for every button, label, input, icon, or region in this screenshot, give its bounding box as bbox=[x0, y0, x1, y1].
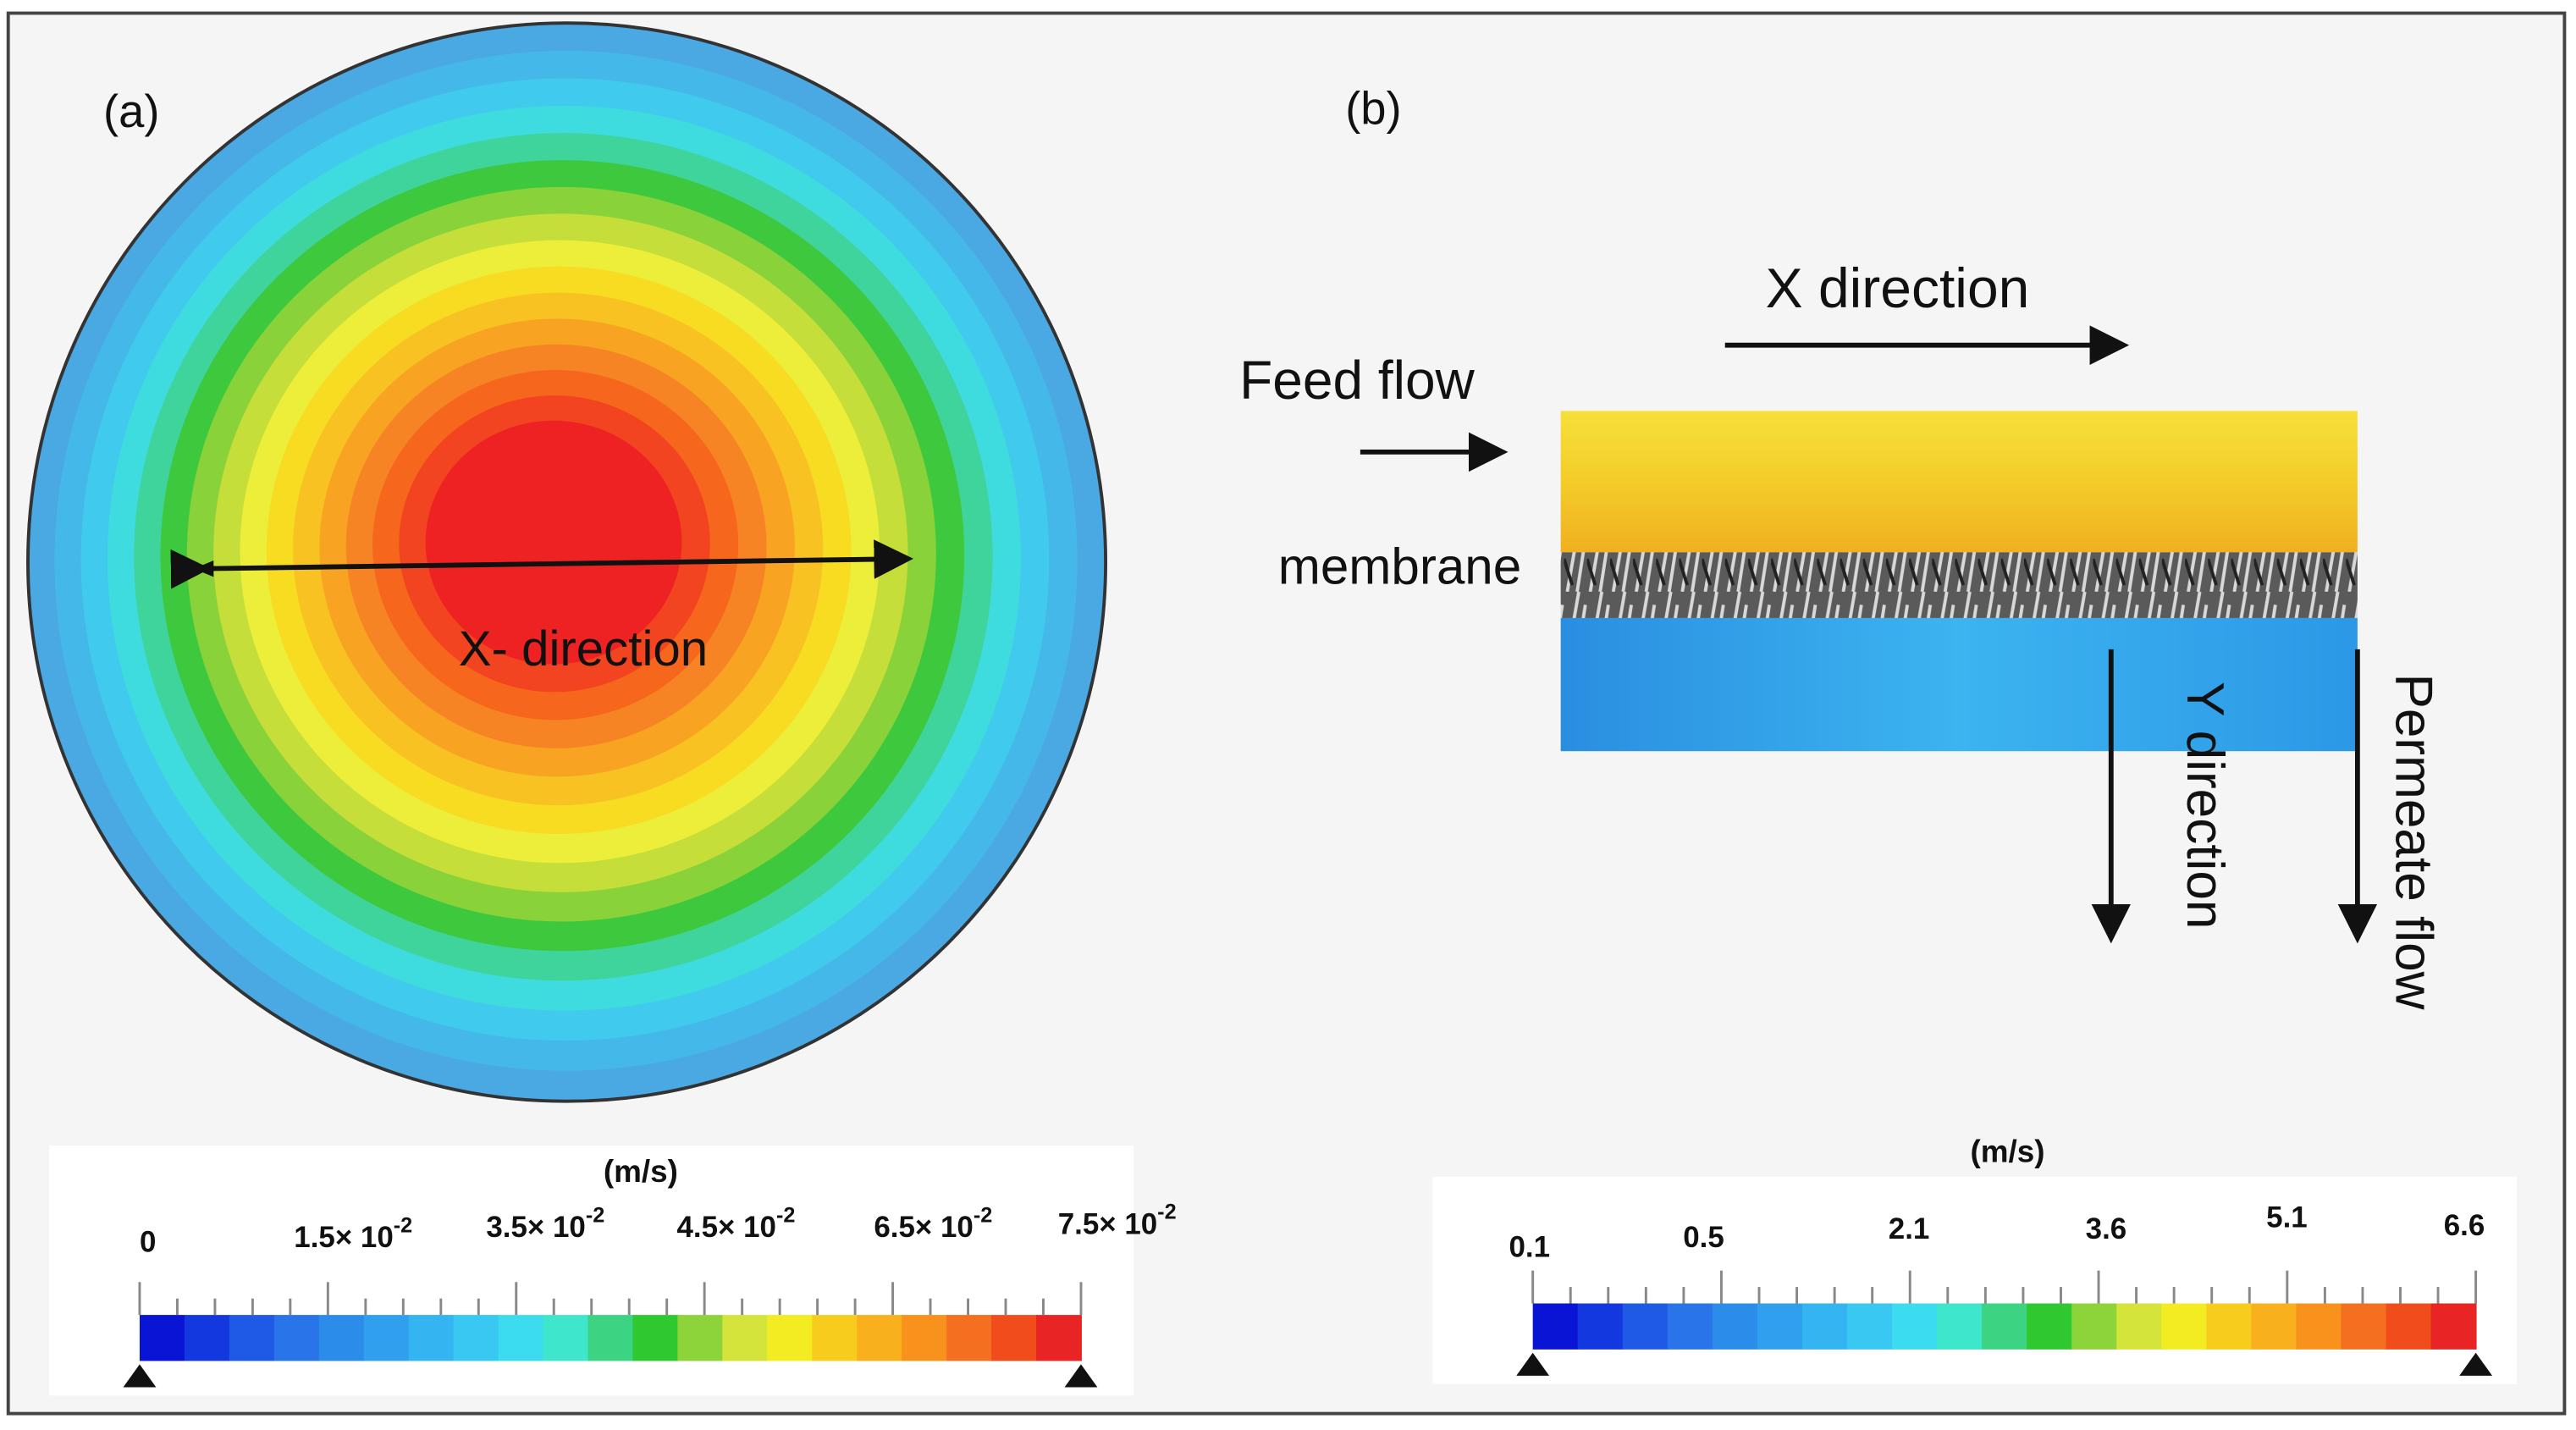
permeate-channel bbox=[1560, 617, 2358, 752]
colorbar-tick-label: 3.5× 10-2 bbox=[486, 1203, 604, 1244]
color-swatch bbox=[1801, 1303, 1848, 1350]
tick-text: 3.5× 10 bbox=[486, 1211, 585, 1244]
color-swatch bbox=[363, 1315, 410, 1361]
color-swatch bbox=[273, 1315, 320, 1361]
tick-text: 2.1 bbox=[1889, 1212, 1930, 1245]
colorbar-tick-label: 6.6 bbox=[2444, 1209, 2485, 1242]
arrow-head bbox=[194, 560, 214, 577]
colorbar-tick-label: 7.5× 10-2 bbox=[1058, 1200, 1177, 1240]
colorbar-unit: (m/s) bbox=[604, 1154, 678, 1189]
color-swatch bbox=[1667, 1303, 1713, 1350]
feed-flow: Feed flow bbox=[1239, 350, 1475, 411]
tick-exponent: -2 bbox=[1157, 1200, 1176, 1223]
colorbar-tick-label: 0 bbox=[140, 1226, 156, 1259]
color-swatch bbox=[991, 1315, 1037, 1361]
color-swatch bbox=[857, 1315, 903, 1361]
color-swatch bbox=[1712, 1303, 1758, 1350]
colorbar-tick-label: 0.5 bbox=[1683, 1221, 1724, 1254]
color-swatch bbox=[2296, 1303, 2342, 1350]
slider-handle bbox=[1516, 1352, 1550, 1376]
color-swatch bbox=[946, 1315, 993, 1361]
color-swatch bbox=[902, 1315, 948, 1361]
slider-handle bbox=[123, 1364, 157, 1388]
color-swatch bbox=[2386, 1303, 2432, 1350]
y-direction: Y direction bbox=[2176, 682, 2234, 929]
color-swatch bbox=[1036, 1315, 1082, 1361]
membrane-label: membrane bbox=[1278, 538, 1521, 595]
color-swatch bbox=[2251, 1303, 2297, 1350]
tick-text: 3.6 bbox=[2086, 1212, 2127, 1245]
color-swatch bbox=[587, 1315, 634, 1361]
color-swatch bbox=[1982, 1303, 2028, 1350]
colorbars: 0 1.5× 10-2 3.5× 10-2 4.5× 10-2 6.5× 10-2 7.5… bbox=[123, 1200, 2493, 1388]
tick-text: 0.5 bbox=[1683, 1221, 1724, 1254]
tick-exponent: -2 bbox=[776, 1203, 795, 1227]
color-swatch bbox=[184, 1315, 230, 1361]
color-swatch bbox=[1846, 1303, 1893, 1350]
color-swatch bbox=[543, 1315, 589, 1361]
color-swatch bbox=[2430, 1303, 2477, 1350]
color-swatch bbox=[408, 1315, 455, 1361]
colorbar-tick-label: 1.5× 10-2 bbox=[294, 1213, 412, 1254]
color-swatch bbox=[2206, 1303, 2253, 1350]
tick-text: 1.5× 10 bbox=[294, 1221, 393, 1254]
x-arrow bbox=[170, 539, 914, 589]
permeate-flow: Permeate flow bbox=[2385, 673, 2443, 1009]
color-swatch bbox=[1937, 1303, 1983, 1350]
slider-handle bbox=[1064, 1364, 1098, 1388]
colorbar-unit: (m/s) bbox=[1970, 1135, 2044, 1169]
tick-text: 7.5× 10 bbox=[1058, 1207, 1157, 1240]
color-swatch bbox=[677, 1315, 724, 1361]
colorbar-tick-label: 2.1 bbox=[1889, 1212, 1930, 1245]
tick-text: 6.5× 10 bbox=[874, 1211, 973, 1244]
color-swatch bbox=[632, 1315, 679, 1361]
color-swatch bbox=[318, 1315, 365, 1361]
color-swatch bbox=[2116, 1303, 2163, 1350]
color-swatch bbox=[1577, 1303, 1624, 1350]
color-swatch bbox=[2161, 1303, 2208, 1350]
color-swatch bbox=[229, 1315, 275, 1361]
membrane-layer bbox=[1560, 552, 2358, 618]
tick-text: 0 bbox=[140, 1226, 156, 1259]
color-swatch bbox=[1622, 1303, 1669, 1350]
tick-exponent: -2 bbox=[974, 1203, 992, 1227]
tick-exponent: -2 bbox=[394, 1213, 412, 1237]
panel-label: (a) bbox=[103, 86, 159, 137]
panel-label: (b) bbox=[1345, 82, 1401, 134]
color-swatch bbox=[812, 1315, 858, 1361]
color-swatch bbox=[767, 1315, 814, 1361]
colorbar-panel bbox=[1432, 1177, 2518, 1384]
color-swatch bbox=[2341, 1303, 2387, 1350]
color-swatch bbox=[1757, 1303, 1803, 1350]
x-direction: X direction bbox=[1766, 257, 2030, 319]
colorbar-tick-label: 0.1 bbox=[1509, 1231, 1551, 1264]
annotation: X- direction bbox=[459, 621, 708, 676]
colorbar-tick-label: 4.5× 10-2 bbox=[676, 1203, 795, 1244]
feed-channel bbox=[1560, 411, 2358, 553]
colorbar-tick-label: 5.1 bbox=[2266, 1201, 2308, 1234]
tick-text: 6.6 bbox=[2444, 1209, 2485, 1242]
color-swatch bbox=[2027, 1303, 2073, 1350]
color-swatch bbox=[2071, 1303, 2118, 1350]
tick-text: 4.5× 10 bbox=[676, 1211, 775, 1244]
color-swatch bbox=[139, 1315, 185, 1361]
tick-text: 5.1 bbox=[2266, 1201, 2308, 1234]
tick-text: 0.1 bbox=[1509, 1231, 1551, 1264]
colorbar-tick-label: 6.5× 10-2 bbox=[874, 1203, 992, 1244]
color-swatch bbox=[722, 1315, 769, 1361]
color-swatch bbox=[498, 1315, 544, 1361]
slider-handle bbox=[2459, 1352, 2493, 1376]
color-swatch bbox=[1532, 1303, 1579, 1350]
color-swatch bbox=[1892, 1303, 1939, 1350]
tick-exponent: -2 bbox=[586, 1203, 604, 1227]
colorbar-tick-label: 3.6 bbox=[2086, 1212, 2127, 1245]
color-swatch bbox=[453, 1315, 499, 1361]
